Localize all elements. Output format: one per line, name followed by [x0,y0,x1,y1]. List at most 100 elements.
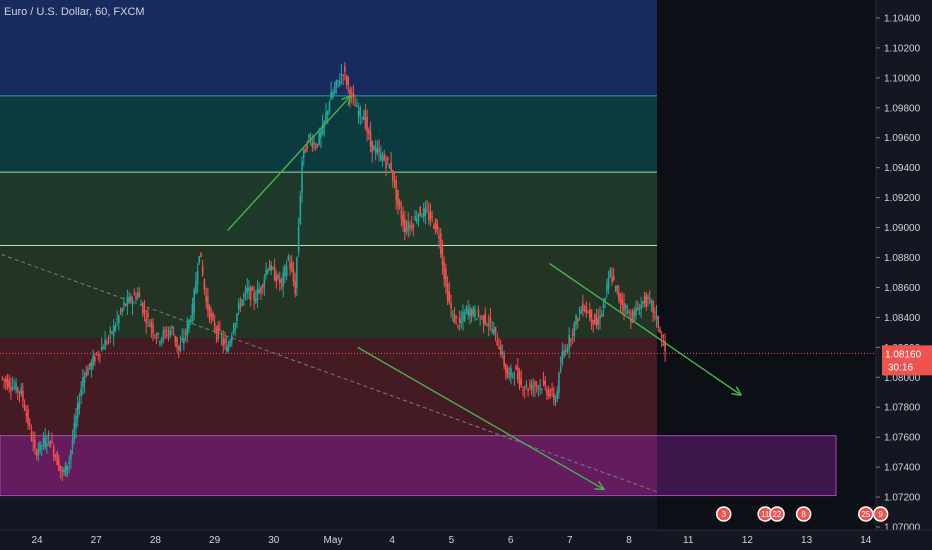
event-marker-0[interactable]: 3 [715,506,732,522]
candle-body [414,216,416,221]
candle-body [150,321,153,328]
candle-body [70,450,72,460]
candle-body [18,391,21,393]
candle-body [450,302,452,309]
candle-body [448,291,451,302]
candle-body [570,339,572,341]
candle-body [201,266,204,276]
event-marker-2[interactable]: 22 [769,506,785,522]
candle-body [371,141,374,153]
candle-body [546,389,548,395]
candle-body [429,210,432,221]
fib-zone-1 [0,95,657,173]
candle-body [265,270,267,276]
time-axis[interactable]: 24 27 28 29 30 May 4 5 6 7 8 11 12 13 14 [0,529,932,550]
candle-body [11,386,14,390]
candle-body [82,377,84,388]
candle-body [590,309,593,323]
candle-body [564,350,567,353]
candle-body [275,276,278,283]
event-count: 25 [861,510,870,519]
candle-body [362,117,365,121]
candle-body [179,343,182,352]
price-tick-label: 1.08600 [884,283,921,294]
candle-body [503,354,505,367]
price-tick-label: 1.07000 [884,523,921,534]
candle-body [583,309,586,312]
candle-body [636,307,639,311]
candle-body [111,331,113,333]
arrow-head [731,393,742,396]
candle-body [133,294,136,296]
fib-zones [0,0,837,497]
candle-body [188,319,190,329]
candle-body [181,337,183,341]
future-area-shade [657,0,876,530]
candle-body [171,327,173,329]
candle-body [282,272,285,288]
candle-body [46,443,48,447]
candle-body [35,451,38,456]
candle-body [542,379,545,385]
candle-body [561,351,564,364]
candle-body [304,148,307,153]
candle-body [222,338,225,346]
candle-body [551,388,553,391]
candle-body [99,354,101,356]
candle-body [659,328,661,333]
candle-body [227,344,230,351]
candle-body [13,386,16,388]
event-marker-5[interactable]: 9 [872,506,889,522]
candle-body [270,264,273,271]
candle-body [40,445,43,447]
candle-body [292,269,295,283]
candle-body [558,372,560,393]
price-tick-label: 1.07400 [884,463,921,474]
candle-body [578,311,581,313]
candle-body [410,225,413,229]
candle-body [482,315,485,324]
candle-body [624,304,627,309]
candle-body [37,449,40,454]
candle-body [383,153,386,161]
candle-body [400,210,403,220]
time-tick-label: 5 [449,535,455,546]
candle-body [205,294,207,302]
time-tick-label: 7 [567,535,573,546]
candle-body [664,341,666,352]
candle-body [397,189,399,206]
candle-body [196,270,199,285]
candle-body [563,350,565,357]
candle-body [595,316,598,326]
candle-body [580,309,582,314]
candle-body [446,283,449,301]
time-tick-label: 13 [801,535,813,546]
candle-body [515,365,517,370]
flag-icon [872,506,889,522]
candle-body [628,311,630,313]
candle-body [421,216,423,218]
candle-body [332,92,334,98]
candle-body [22,391,24,401]
candle-body [368,129,370,134]
candle-body [191,304,194,322]
candle-body [6,379,9,388]
candle-body [652,301,654,313]
fib-zone-0 [0,0,657,96]
price-axis[interactable]: 1.10400 1.10200 1.10000 1.09800 1.09600 1.094… [875,0,932,550]
price-tick-label: 1.07200 [884,493,921,504]
candle-body [426,210,428,212]
candle-body [347,77,350,86]
candle-body [655,314,658,320]
candle-body [136,293,139,299]
candle-body [445,268,447,287]
drawing-arrows [227,95,742,491]
event-marker-3[interactable]: 8 [795,506,812,522]
candle-body [253,292,255,301]
event-marker-4[interactable]: 25 [858,506,874,522]
arrow-2 [549,262,742,396]
candle-body [321,124,324,135]
